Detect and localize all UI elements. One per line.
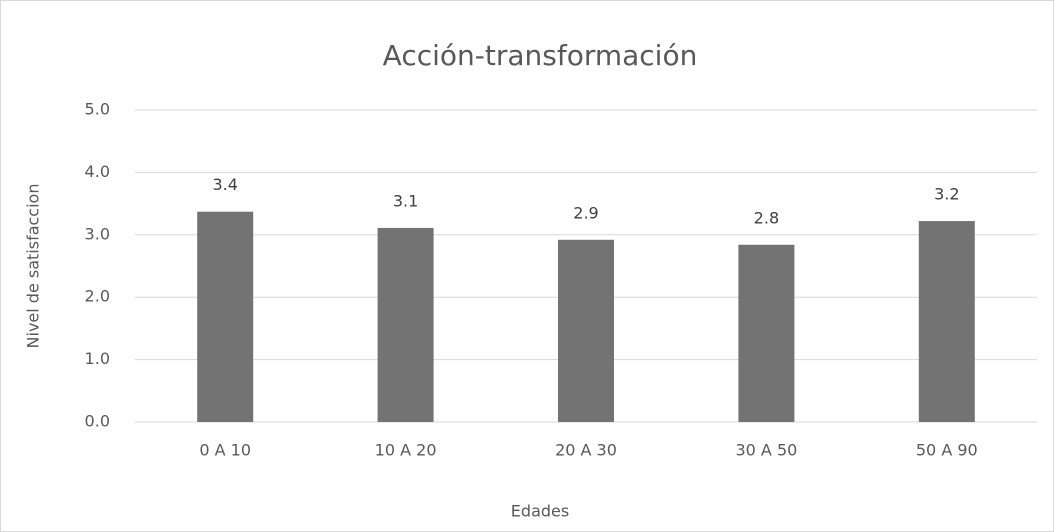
x-tick-label: 0 A 10 [199,441,251,460]
y-tick-label: 1.0 [85,349,110,368]
y-tick-label: 2.0 [85,287,110,306]
y-tick-label: 5.0 [85,100,110,119]
y-tick-label: 3.0 [85,224,110,243]
data-label: 3.1 [393,191,418,210]
x-tick-label: 20 A 30 [555,441,617,460]
x-tick-label: 50 A 90 [916,441,978,460]
x-axis-label: Edades [511,502,569,521]
bar [558,239,614,422]
data-label: 2.9 [573,203,598,222]
x-tick-label: 10 A 20 [375,441,437,460]
bar [197,211,254,422]
chart-title: Acción-transformación [383,39,698,72]
data-label: 3.2 [934,185,959,204]
bar [377,227,434,422]
y-tick-label: 0.0 [85,412,110,431]
bar [918,221,975,422]
bar [738,244,795,422]
x-tick-label: 30 A 50 [735,441,797,460]
data-label: 2.8 [754,208,779,227]
y-axis-label: Nivel de satisfaccion [24,184,43,349]
y-tick-label: 4.0 [85,162,110,181]
data-label: 3.4 [212,175,237,194]
